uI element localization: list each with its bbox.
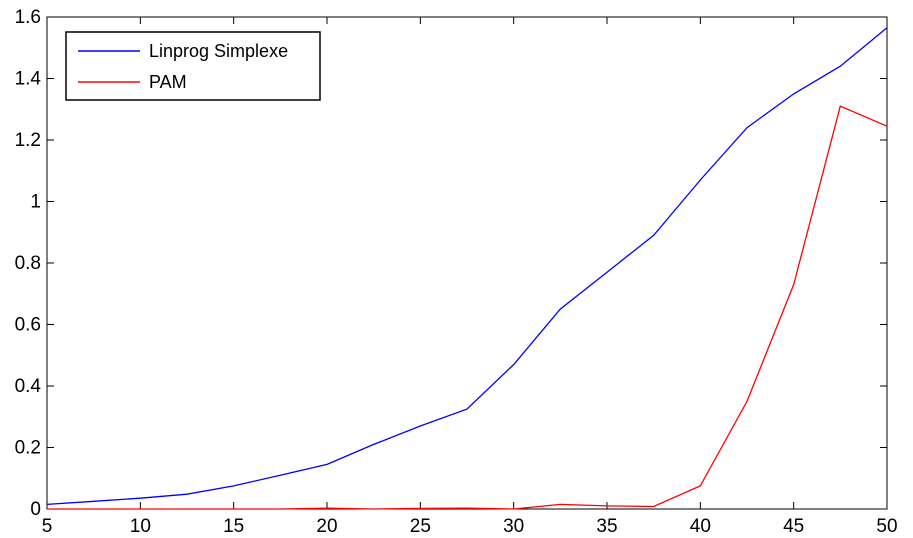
y-tick-label: 0: [30, 499, 41, 520]
x-tick-label: 20: [316, 516, 337, 537]
y-tick-label: 0.6: [15, 315, 41, 336]
y-tick-label: 1.6: [15, 7, 41, 28]
y-tick-label: 0.4: [15, 376, 42, 397]
x-axis-ticks: 5 10 15 20 25 30 35 40 45 50: [42, 17, 898, 537]
x-tick-label: 35: [596, 516, 617, 537]
x-tick-label: 15: [223, 516, 244, 537]
x-tick-label: 50: [876, 516, 897, 537]
y-tick-label: 0.2: [15, 438, 41, 459]
x-tick-label: 5: [42, 516, 53, 537]
legend-label-pam: PAM: [149, 72, 187, 92]
y-tick-label: 0.8: [15, 253, 41, 274]
x-tick-label: 25: [410, 516, 431, 537]
x-tick-label: 30: [503, 516, 524, 537]
x-tick-label: 10: [130, 516, 151, 537]
series-line-linprog-simplexe: [46, 27, 888, 506]
legend: Linprog Simplexe PAM: [65, 31, 321, 101]
x-tick-label: 45: [783, 516, 804, 537]
series-line-pam: [47, 105, 888, 510]
y-tick-label: 1: [30, 192, 41, 213]
y-tick-label: 1.2: [15, 130, 41, 151]
series-layer: [46, 27, 888, 510]
x-tick-label: 40: [690, 516, 711, 537]
y-axis-ticks: 0 0.2 0.4 0.6 0.8 1 1.2 1.4 1.6: [15, 7, 887, 520]
y-tick-label: 1.4: [15, 69, 42, 90]
legend-label-linprog-simplexe: Linprog Simplexe: [149, 41, 288, 61]
legend-box: [65, 31, 321, 101]
